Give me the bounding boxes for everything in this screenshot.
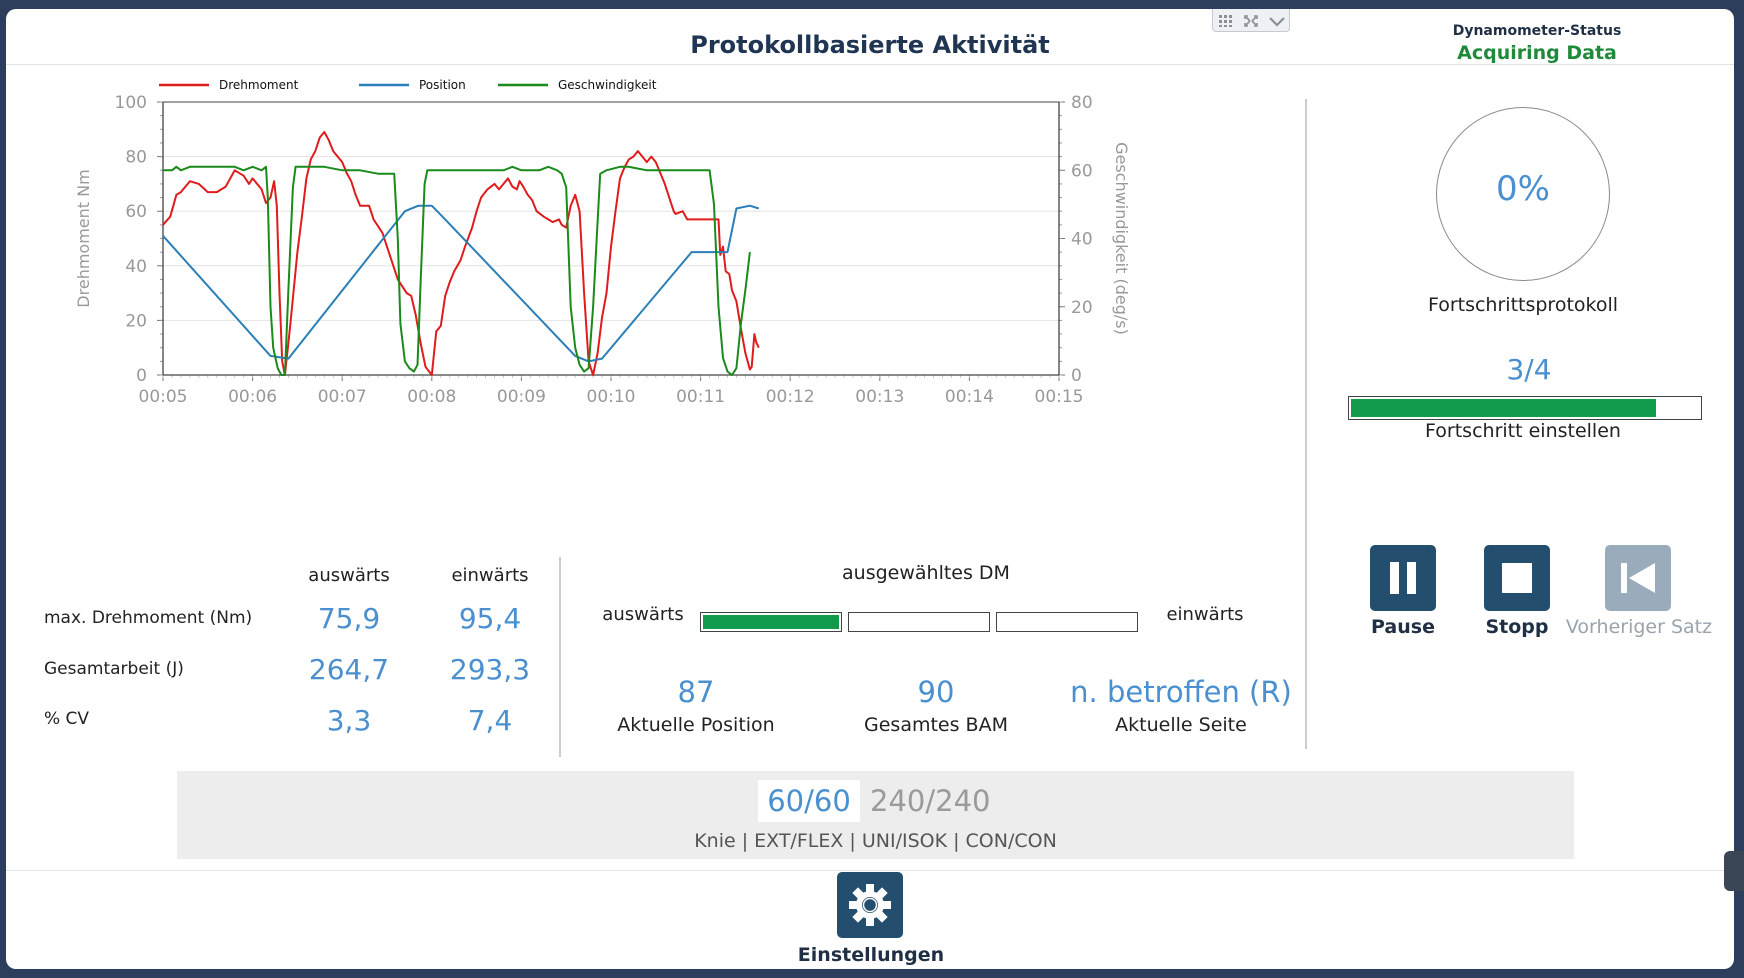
- y-tick-label: 60: [125, 202, 147, 222]
- right-divider: [1305, 99, 1307, 749]
- legend-label: Drehmoment: [219, 78, 299, 92]
- x-tick-label: 00:06: [228, 387, 277, 407]
- y2-axis-label: Geschwindigkeit (deg/s): [1112, 142, 1131, 335]
- dm-segment-fill: [703, 615, 839, 629]
- previous-set-button[interactable]: [1605, 545, 1671, 611]
- y2-tick-label: 60: [1071, 161, 1093, 181]
- protocol-progress-percent: 0%: [1496, 169, 1550, 209]
- y2-tick-label: 40: [1071, 230, 1093, 250]
- previous-set-label[interactable]: Vorheriger Satz: [1565, 616, 1713, 638]
- x-tick-label: 00:13: [855, 387, 904, 407]
- chart-legend: Drehmoment Position Geschwindigkeit: [159, 78, 657, 92]
- window-controls[interactable]: [1212, 9, 1290, 32]
- dm-title: ausgewähltes DM: [842, 562, 1010, 584]
- status-label: Dynamometer-Status: [1452, 23, 1622, 39]
- pause-button[interactable]: [1370, 545, 1436, 611]
- current-position-value: 87: [677, 675, 715, 709]
- page-title: Protokollbasierte Aktivität: [690, 31, 1050, 59]
- x-tick-label: 00:11: [676, 387, 725, 407]
- stop-label[interactable]: Stopp: [1485, 616, 1549, 638]
- legend-label: Geschwindigkeit: [558, 78, 657, 92]
- stat-label-cv: % CV: [44, 709, 90, 729]
- dm-segment-1: [700, 612, 842, 632]
- stat-label-torque: max. Drehmoment (Nm): [44, 608, 253, 628]
- stop-icon: [1502, 563, 1532, 593]
- expand-icon[interactable]: [1243, 13, 1259, 27]
- stat-cv-out: 3,3: [326, 704, 372, 737]
- col-header-in: einwärts: [451, 565, 529, 586]
- total-rom-value: 90: [917, 675, 955, 709]
- status-value: Acquiring Data: [1457, 42, 1617, 64]
- gear-icon: [849, 884, 891, 926]
- stat-label-work: Gesamtarbeit (J): [44, 659, 184, 679]
- settings-label[interactable]: Einstellungen: [797, 944, 945, 966]
- current-position-label: Aktuelle Position: [617, 714, 775, 736]
- rep-count-total[interactable]: 240/240: [870, 784, 991, 818]
- dm-left-label: auswärts: [602, 604, 684, 625]
- chevron-down-icon[interactable]: [1268, 13, 1286, 27]
- series-line-geschwindigkeit: [163, 165, 751, 376]
- active-rep-highlight: [758, 780, 860, 822]
- y-axis-label: Drehmoment Nm: [74, 169, 93, 307]
- dm-right-label: einwärts: [1166, 604, 1244, 625]
- chart-grid: [163, 101, 1059, 376]
- x-tick-label: 00:12: [766, 387, 815, 407]
- stat-torque-in: 95,4: [458, 602, 522, 635]
- x-tick-label: 00:09: [497, 387, 546, 407]
- total-rom-label: Gesamtes BAM: [864, 714, 1008, 736]
- rep-count-active[interactable]: 60/60: [767, 784, 851, 818]
- x-tick-label: 00:08: [407, 387, 456, 407]
- stats-divider: [559, 557, 561, 757]
- protocol-progress-label: Fortschrittsprotokoll: [1427, 294, 1619, 316]
- set-progress-bar: [1348, 396, 1702, 420]
- y-tick-label: 40: [125, 257, 147, 277]
- set-count: 3/4: [1506, 353, 1552, 386]
- y-tick-label: 80: [125, 148, 147, 168]
- series-line-position: [162, 204, 760, 363]
- header-divider: [6, 64, 1734, 65]
- x-tick-label: 00:15: [1035, 387, 1084, 407]
- set-progress-fill: [1351, 399, 1656, 417]
- main-panel: Protokollbasierte Aktivität Dynamometer-…: [6, 9, 1734, 969]
- dynamometer-status: Dynamometer-Status Acquiring Data: [1412, 23, 1662, 64]
- settings-button[interactable]: [837, 872, 903, 938]
- x-tick-label: 00:10: [587, 387, 636, 407]
- repetitions-panel: [177, 771, 1574, 859]
- chart-axes: 0 20 40 60 80 100 0 20 40 60 80 00:05 00:06 00:07 00:0…: [115, 93, 1093, 407]
- x-tick-label: 00:07: [318, 387, 367, 407]
- pause-icon: [1390, 562, 1416, 594]
- protocol-description: Knie | EXT/FLEX | UNI/ISOK | CON/CON: [694, 830, 1057, 852]
- y-tick-label: 20: [125, 311, 147, 331]
- protocol-progress-ring: [1436, 107, 1610, 281]
- current-side-label: Aktuelle Seite: [1115, 714, 1247, 736]
- col-header-out: auswärts: [308, 565, 390, 586]
- y-tick-label: 0: [136, 366, 147, 386]
- y2-tick-label: 20: [1071, 298, 1093, 318]
- stat-cv-in: 7,4: [467, 704, 513, 737]
- x-tick-label: 00:05: [139, 387, 188, 407]
- dm-segment-2: [848, 612, 990, 632]
- activity-chart: Drehmoment Position Geschwindigkeit 0 20 40 6…: [74, 78, 1131, 407]
- grid-icon[interactable]: [1218, 13, 1234, 27]
- stat-work-in: 293,3: [449, 653, 531, 686]
- series-line-drehmoment: [162, 131, 760, 376]
- footer-divider: [6, 870, 1734, 871]
- pause-label[interactable]: Pause: [1371, 616, 1435, 638]
- skip-back-icon: [1621, 563, 1655, 593]
- y-tick-label: 100: [115, 93, 147, 113]
- x-tick-label: 00:14: [945, 387, 994, 407]
- set-progress-label: Fortschritt einstellen: [1425, 420, 1621, 442]
- dm-segment-3: [996, 612, 1138, 632]
- y2-tick-label: 80: [1071, 93, 1093, 113]
- legend-label: Position: [419, 78, 466, 92]
- y2-tick-label: 0: [1071, 366, 1082, 386]
- stat-work-out: 264,7: [308, 653, 390, 686]
- stop-button[interactable]: [1484, 545, 1550, 611]
- current-side-value: n. betroffen (R): [1070, 675, 1292, 709]
- stat-torque-out: 75,9: [317, 602, 381, 635]
- chart-series: [162, 131, 760, 376]
- side-tab-handle[interactable]: [1724, 851, 1744, 891]
